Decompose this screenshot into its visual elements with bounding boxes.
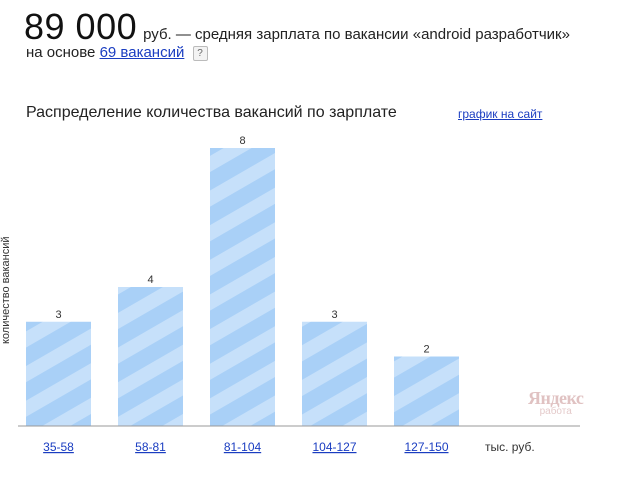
category-link-35-58[interactable]: 35-58 [43,440,74,454]
chart-title: Распределение количества вакансий по зар… [26,104,397,121]
salary-description: руб. — средняя зарплата по вакансии «and… [143,26,570,43]
logo-subtitle: работа [539,406,572,417]
bar-value-label: 2 [423,344,429,356]
embed-chart-link[interactable]: график на сайт [458,107,543,121]
help-icon[interactable]: ? [192,46,208,61]
logo-name: Яндекс [528,388,584,408]
category-link-104-127[interactable]: 104-127 [312,440,356,454]
vacancies-count-link[interactable]: 69 вакансий [99,44,185,61]
bar-value-label: 4 [147,274,153,286]
bar-value-label: 3 [55,309,61,321]
bars-group: 3 4 8 3 2 [26,135,459,426]
yandex-logo: Яндекс работа [528,388,584,417]
bar-value-label: 8 [239,135,245,147]
bar-value-label: 3 [331,309,337,321]
bar-58-81 [118,287,183,426]
category-labels: 35-58 58-81 81-104 104-127 127-150 [43,440,449,454]
average-salary: 89 000 руб. — средняя зарплата по ваканси… [24,6,570,48]
category-link-58-81[interactable]: 58-81 [135,440,166,454]
x-axis-unit: тыс. руб. [485,440,535,454]
vacancies-basis: на основе 69 вакансий ? [26,44,208,61]
bar-81-104 [210,148,275,426]
salary-value: 89 000 [24,6,138,47]
bar-35-58 [26,321,91,426]
basis-prefix: на основе [26,44,96,61]
bar-127-150 [394,356,459,426]
category-link-127-150[interactable]: 127-150 [404,440,448,454]
category-link-81-104[interactable]: 81-104 [224,440,262,454]
bar-104-127 [302,321,367,426]
